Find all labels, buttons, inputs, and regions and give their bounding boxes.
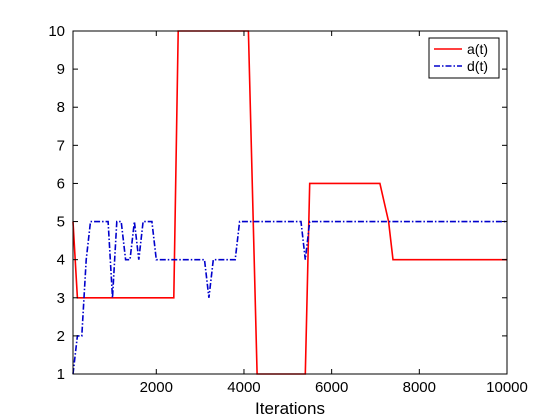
y-tick-label: 7 xyxy=(57,137,65,154)
legend-label: d(t) xyxy=(467,58,488,74)
y-tick-label: 10 xyxy=(48,23,65,40)
y-tick-label: 2 xyxy=(57,328,65,345)
y-tick-label: 5 xyxy=(57,214,65,231)
axis-ticks: 2000 4000 6000 8000 10000 1 2 3 4 5 6 7 8 9 10 xyxy=(48,23,528,396)
series-line-2 xyxy=(72,220,507,375)
series-line-1 xyxy=(72,30,507,375)
y-tick-label: 9 xyxy=(57,61,65,78)
legend-box xyxy=(428,37,500,79)
plot-lines xyxy=(72,30,507,375)
x-tick-label: 10000 xyxy=(486,379,528,396)
y-tick-label: 3 xyxy=(57,290,65,307)
x-tick-label: 4000 xyxy=(227,379,260,396)
plot-frame xyxy=(72,30,508,375)
y-tick-label: 4 xyxy=(57,252,65,269)
y-tick-label: 1 xyxy=(57,366,65,383)
x-tick-label: 2000 xyxy=(140,379,173,396)
legend-label: a(t) xyxy=(467,41,488,57)
y-tick-label: 8 xyxy=(57,99,65,116)
x-tick-label: 6000 xyxy=(315,379,348,396)
legend: a(t)d(t) xyxy=(428,37,500,79)
y-tick-label: 6 xyxy=(57,175,65,192)
x-axis-label: Iterations xyxy=(255,399,325,418)
x-tick-label: 8000 xyxy=(403,379,436,396)
